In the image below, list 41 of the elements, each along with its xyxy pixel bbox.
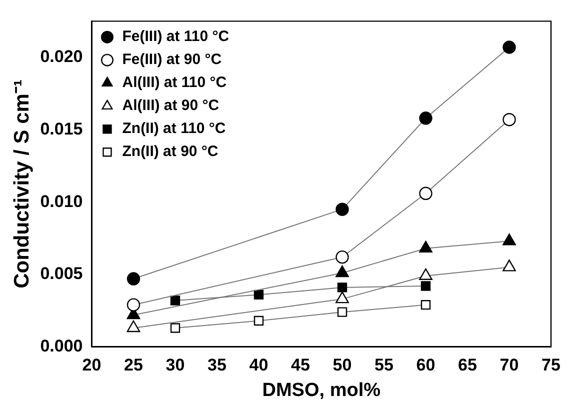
x-axis-title: DMSO, mol% <box>262 380 381 401</box>
y-axis-title: Conductivity / S cm⁻¹ <box>10 80 34 288</box>
point <box>170 296 180 306</box>
point <box>337 282 348 292</box>
x-tick-label: 60 <box>416 356 436 375</box>
point <box>420 281 431 291</box>
legend-label: Zn(II) at 110 °C <box>122 120 226 138</box>
y-tick-label: 0.015 <box>40 119 83 138</box>
point <box>126 272 140 286</box>
x-tick-label: 75 <box>542 356 560 375</box>
point <box>254 316 264 326</box>
x-tick-label: 65 <box>458 356 477 375</box>
legend-label: Fe(III) at 110 °C <box>122 28 230 46</box>
legend-label: Al(III) at 90 °C <box>122 97 220 114</box>
x-tick-label: 30 <box>166 356 185 375</box>
y-tick-label: 0.000 <box>40 336 83 356</box>
point <box>502 113 516 126</box>
y-tick-label: 0.010 <box>40 192 83 211</box>
legend-label: Al(III) at 110 °C <box>122 74 227 92</box>
point <box>170 323 180 333</box>
x-tick-label: 40 <box>249 356 268 375</box>
point <box>126 298 140 312</box>
point <box>254 290 264 300</box>
x-tick-label: 50 <box>332 356 352 375</box>
x-tick-label: 70 <box>500 356 519 375</box>
x-tick-label: 25 <box>124 356 143 375</box>
x-tick-label: 45 <box>291 356 310 375</box>
point <box>419 186 432 200</box>
x-tick-label: 20 <box>82 356 102 375</box>
legend-label: Zn(II) at 90 °C <box>122 143 218 160</box>
point <box>419 112 432 125</box>
point <box>336 202 349 216</box>
x-tick-label: 55 <box>374 356 394 375</box>
point <box>502 40 516 54</box>
point <box>337 307 348 317</box>
point <box>336 250 349 264</box>
legend-label: Fe(III) at 90 °C <box>122 51 222 68</box>
y-tick-label: 0.020 <box>40 47 83 66</box>
point <box>420 300 431 310</box>
y-tick-label: 0.005 <box>40 264 83 284</box>
x-tick-label: 35 <box>208 356 226 375</box>
